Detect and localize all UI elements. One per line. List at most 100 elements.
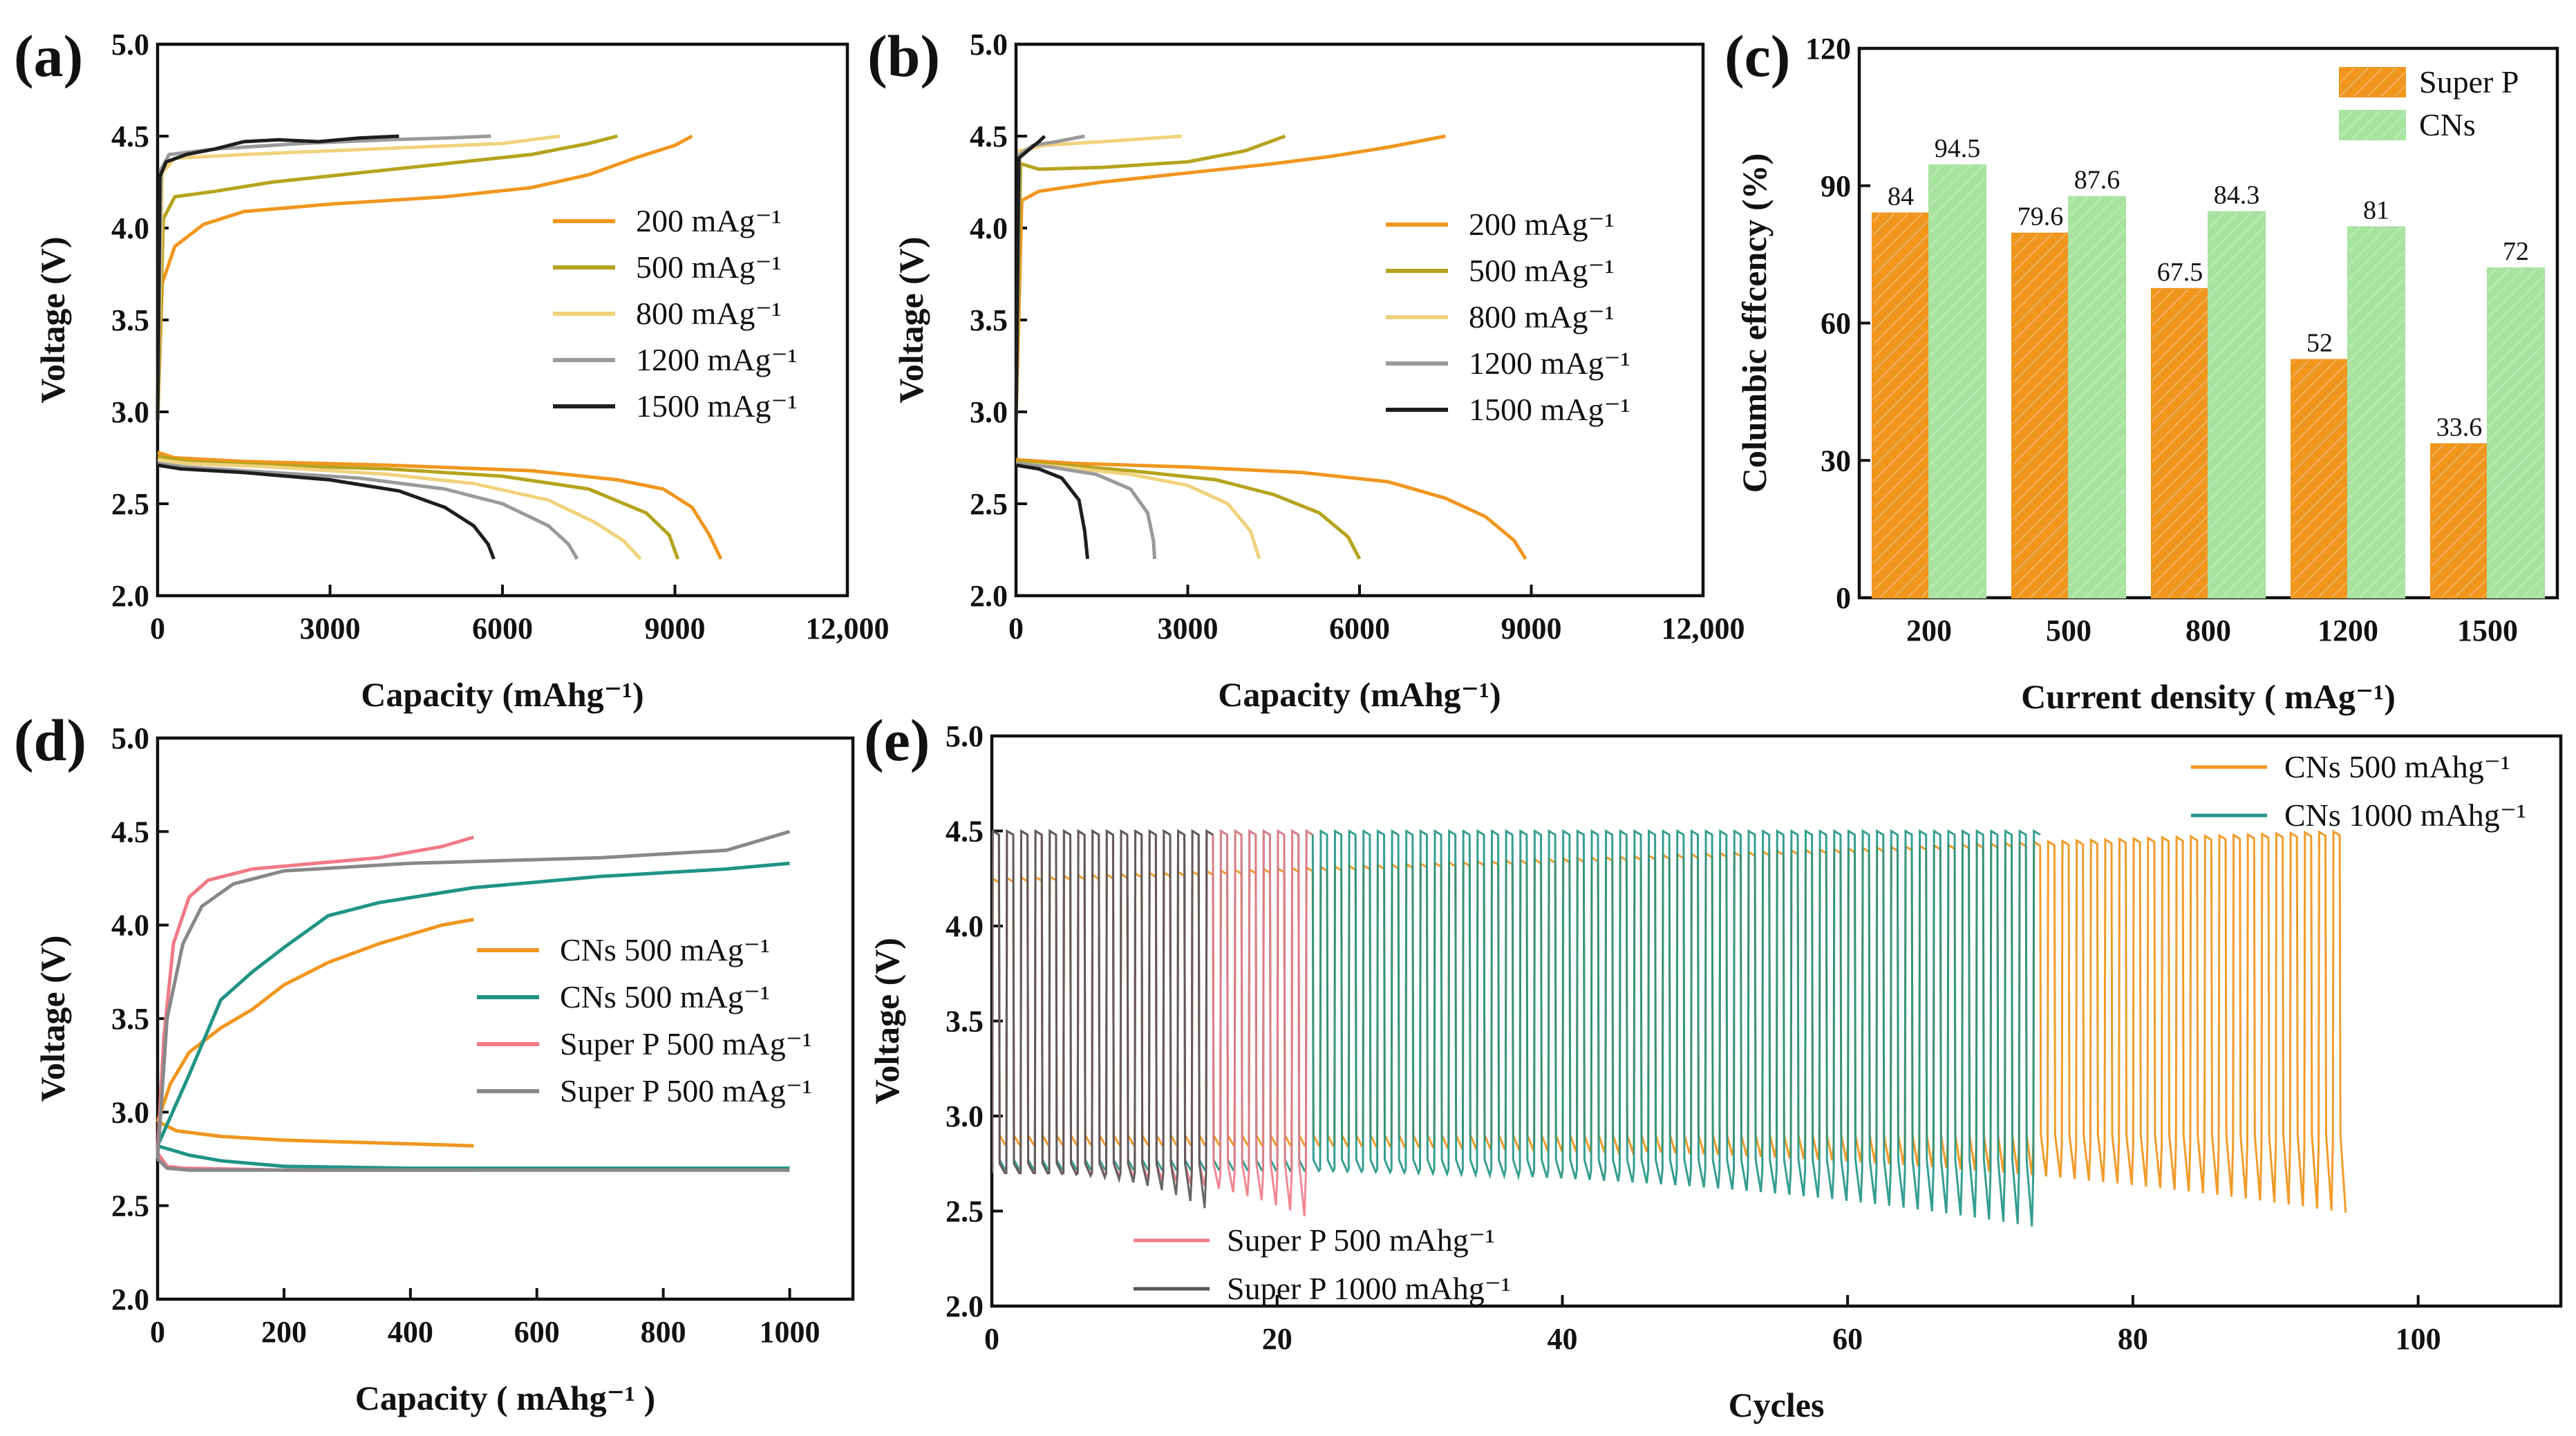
charge-curve (156, 134, 561, 422)
x-axis-label: Capacity (mAhg⁻¹) (1218, 675, 1501, 714)
y-tick-label: 2.0 (111, 1283, 149, 1316)
bar-value-label: 72 (2503, 237, 2529, 266)
plot-frame (156, 736, 855, 1301)
panel-c: (c) 0 30 60 90 120 Columbic effcency (%) Curren… (1724, 23, 2559, 716)
y-tick-label: 2.5 (111, 487, 149, 521)
x-axis-label: Capacity (mAhg⁻¹) (361, 675, 643, 714)
bar-value-label: 33.6 (2436, 413, 2483, 442)
legend-label: 1500 mAg⁻¹ (636, 388, 798, 424)
discharge-curve (1015, 463, 1089, 560)
x-tick-label: 3000 (1158, 612, 1219, 645)
bar-value-label: 94.5 (1935, 134, 1981, 163)
x-tick-label: 0 (1008, 612, 1024, 645)
y-tick-label: 4.0 (111, 211, 149, 245)
y-tick-label: 3.0 (946, 1099, 984, 1133)
x-tick-label: 200 (1906, 614, 1952, 648)
discharge-curve (1015, 462, 1156, 559)
y-tick-label: 4.0 (970, 211, 1008, 245)
y-axis-label: Voltage (V) (892, 236, 930, 403)
y-tick-label: 3.0 (111, 395, 149, 429)
x-tick-label: 1500 (2457, 614, 2518, 648)
legend-label: 800 mAg⁻¹ (1469, 299, 1615, 334)
y-tick-label: 4.5 (111, 120, 149, 153)
x-tick-label: 1000 (760, 1315, 820, 1349)
y-tick-label: 2.0 (970, 579, 1008, 613)
panel-label: (a) (14, 23, 83, 89)
panel-d: (d) 2.0 2.5 3.0 3.5 4.0 4.5 5.0 Voltage (V) Capac… (14, 707, 855, 1417)
discharge-curve (1015, 457, 1527, 560)
discharge-curve (157, 457, 642, 560)
panel-e: (e) 2.0 2.5 3.0 3.5 4.0 4.5 5.0 Voltage (V) Cycle… (864, 707, 2563, 1424)
x-tick-label: 12,000 (806, 612, 890, 645)
y-tick-label: 3.5 (946, 1005, 984, 1039)
panel-b: (b) 2.0 2.5 3.0 3.5 4.0 4.5 5.0 Voltage (V) Capac… (867, 23, 1745, 714)
y-axis-label: Voltage (V) (867, 938, 906, 1104)
bar-value-label: 84 (1888, 182, 1914, 211)
legend-swatch (2339, 67, 2406, 97)
discharge-curve (157, 463, 496, 560)
discharge-curve (1015, 462, 1261, 560)
y-tick-label: 4.5 (970, 120, 1008, 153)
bar (2430, 443, 2488, 599)
cycling-curve (992, 829, 1214, 1209)
bar (2208, 211, 2266, 598)
charge-curve (156, 829, 791, 1160)
discharge-curve (156, 1158, 790, 1172)
discharge-curve (157, 451, 723, 560)
x-tick-label: 800 (641, 1315, 686, 1349)
bar (1928, 164, 1986, 598)
charge-curve (1014, 134, 1286, 422)
y-tick-label: 5.0 (111, 28, 149, 62)
x-tick-label: 3000 (300, 612, 361, 645)
charge-curve (1014, 135, 1046, 422)
y-tick-label: 4.0 (946, 909, 984, 943)
bar-value-label: 81 (2363, 196, 2389, 225)
y-axis-label: Voltage (V) (33, 236, 72, 403)
y-tick-label: 2.0 (111, 579, 149, 613)
legend-label: 1200 mAg⁻¹ (636, 342, 798, 377)
bar (2151, 287, 2209, 598)
x-tick-label: 60 (1832, 1322, 1863, 1356)
y-tick-label: 4.0 (111, 909, 149, 943)
y-tick-label: 5.0 (111, 721, 149, 755)
y-tick-label: 2.5 (970, 487, 1008, 521)
y-axis-label: Voltage (V) (33, 935, 72, 1102)
y-tick-label: 30 (1821, 444, 1851, 478)
y-tick-label: 3.5 (111, 303, 149, 337)
charge-curve (156, 835, 475, 1154)
panel-label: (b) (867, 23, 940, 89)
x-tick-label: 0 (150, 1315, 165, 1349)
y-tick-label: 3.0 (970, 395, 1008, 429)
y-tick-label: 2.5 (946, 1195, 984, 1229)
x-tick-label: 9000 (645, 612, 706, 645)
legend-label: CNs 500 mAhg⁻¹ (2284, 749, 2510, 784)
y-tick-label: 4.5 (111, 815, 149, 849)
charge-curve (1014, 134, 1183, 422)
x-tick-label: 0 (984, 1322, 999, 1356)
discharge-curve (157, 454, 680, 560)
bar (2487, 267, 2545, 598)
x-tick-label: 9000 (1501, 612, 1562, 645)
legend-label: Super P 500 mAg⁻¹ (560, 1073, 812, 1108)
x-axis-label: Current density ( mAg⁻¹) (2021, 677, 2396, 716)
bar (1872, 212, 1930, 598)
legend-label: 800 mAg⁻¹ (636, 296, 782, 331)
charge-curve (156, 134, 693, 422)
bar (2068, 196, 2126, 598)
x-tick-label: 200 (261, 1315, 307, 1349)
y-tick-label: 2.5 (111, 1189, 149, 1223)
legend-label: Super P (2419, 64, 2519, 100)
x-tick-label: 6000 (472, 612, 533, 645)
panel-label: (e) (864, 707, 930, 773)
legend-label: CNs (2419, 107, 2476, 142)
y-tick-label: 60 (1821, 307, 1851, 341)
bar-value-label: 52 (2306, 329, 2333, 358)
y-axis-label: Columbic effcency (%) (1735, 153, 1774, 493)
x-axis-label: Cycles (1729, 1386, 1825, 1424)
y-tick-label: 90 (1821, 169, 1851, 203)
legend-label: CNs 500 mAg⁻¹ (560, 932, 770, 967)
x-tick-label: 40 (1547, 1322, 1577, 1356)
y-tick-label: 4.5 (946, 815, 984, 849)
legend-label: Super P 500 mAg⁻¹ (560, 1026, 812, 1061)
